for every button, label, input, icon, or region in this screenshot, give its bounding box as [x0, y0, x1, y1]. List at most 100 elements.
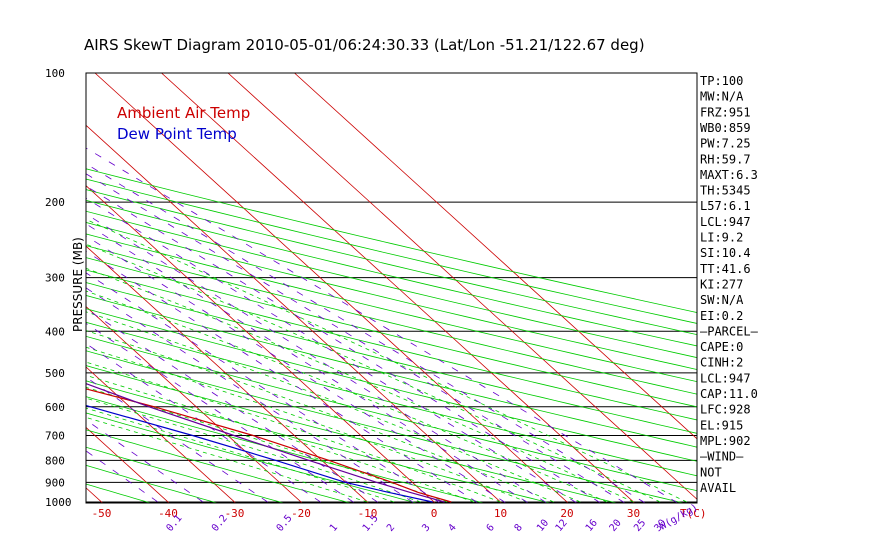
bottom-temp-tick-label: -10	[358, 507, 378, 520]
pressure-tick-label: 700	[45, 430, 65, 443]
moist-adiabat-line	[86, 290, 608, 503]
index-row: CAP:11.0	[700, 387, 758, 401]
mixing-ratio-tick-label: 6	[485, 522, 497, 534]
legend-entry: Ambient Air Temp	[117, 104, 250, 122]
mixing-ratio-tick-label: 25	[632, 518, 648, 534]
isotherm-line	[294, 73, 697, 440]
index-row: NOT	[700, 465, 722, 479]
mixing-ratio-tick-label: 12	[554, 518, 570, 534]
dry-adiabat-line	[86, 429, 353, 503]
pressure-tick-label: 100	[45, 67, 65, 80]
index-row: PW:7.25	[700, 137, 751, 151]
index-row: WB0:859	[700, 121, 751, 135]
moist-adiabat-line	[86, 361, 501, 503]
bottom-temp-tick-label: -50	[92, 507, 112, 520]
isotherm-line	[94, 73, 569, 503]
mixing-ratio-line	[86, 163, 647, 503]
mixing-ratio-line	[86, 322, 356, 503]
pressure-tick-label: 900	[45, 476, 65, 489]
legend-entry: Dew Point Temp	[117, 125, 237, 143]
index-row: MAXT:6.3	[700, 168, 758, 182]
dry-adiabat-line	[86, 222, 697, 370]
dry-adiabat-line	[86, 365, 619, 503]
dry-adiabat-line	[86, 464, 219, 503]
dry-adiabat-line	[86, 178, 697, 324]
mixing-ratio-line	[86, 185, 602, 503]
isotherm-line	[161, 73, 636, 503]
mixing-ratio-line	[86, 173, 626, 503]
moist-adiabat-line	[86, 397, 421, 503]
y-axis-title: PRESSURE (MB)	[71, 237, 85, 332]
pressure-tick-label: 400	[45, 325, 65, 338]
isotherm-line	[86, 366, 237, 503]
moist-adiabat-line	[86, 407, 395, 503]
index-row: —WIND—	[700, 450, 744, 464]
mixing-ratio-tick-label: 2	[385, 522, 397, 534]
dry-adiabat-line	[86, 257, 697, 408]
bottom-temp-tick-label: -20	[291, 507, 311, 520]
dry-adiabat-line	[86, 233, 697, 383]
dry-adiabat-line	[86, 295, 697, 448]
index-row: KI:277	[700, 277, 743, 291]
pressure-tick-label: 500	[45, 367, 65, 380]
isotherm-line	[0, 73, 45, 511]
index-row: CAPE:0	[700, 340, 743, 354]
dry-adiabat-line	[86, 350, 686, 503]
mixing-ratio-line	[86, 250, 479, 503]
mixing-ratio-tick-label: 3	[420, 522, 432, 534]
isotherm-line	[86, 245, 370, 503]
mixing-ratio-line	[86, 343, 323, 503]
series-line-parcel	[86, 382, 445, 503]
dry-adiabat-line	[86, 269, 697, 421]
isotherm-line	[86, 306, 303, 503]
moist-adiabat-line	[86, 346, 528, 503]
mixing-ratio-line	[86, 272, 441, 503]
mixing-ratio-tick-label: 1	[328, 522, 340, 534]
dry-adiabat-line	[86, 446, 286, 503]
dry-adiabat-line	[86, 380, 552, 503]
mixing-ratio-line	[86, 197, 578, 503]
dry-adiabat-line	[86, 168, 697, 313]
index-row: LCL:947	[700, 215, 751, 229]
temp-axis-unit-label: T(C)	[680, 507, 707, 520]
index-row: EL:915	[700, 418, 743, 432]
series-line-dew-point-temp	[86, 404, 433, 503]
mixing-ratio-tick-label: 10	[535, 518, 551, 534]
dry-adiabat-line	[86, 412, 419, 503]
mixing-ratio-tick-label: 8	[513, 522, 525, 534]
mixing-ratio-line	[86, 287, 415, 503]
series-line-ambient-air-temp	[86, 388, 452, 503]
mixing-ratio-tick-label: 4	[446, 522, 458, 534]
bottom-temp-tick-label: 30	[627, 507, 640, 520]
isotherm-line	[86, 426, 170, 503]
chart-title: AIRS SkewT Diagram 2010-05-01/06:24:30.3…	[84, 36, 645, 54]
index-row: TH:5345	[700, 184, 751, 198]
index-row: FRZ:951	[700, 105, 751, 119]
dry-adiabat-line	[86, 321, 697, 477]
mixing-ratio-tick-label: 16	[584, 518, 600, 534]
index-row: LCL:947	[700, 371, 751, 385]
isotherm-line	[86, 185, 436, 503]
bottom-temp-tick-label: -40	[158, 507, 178, 520]
dry-adiabat-line	[86, 282, 697, 434]
index-row: EI:0.2	[700, 309, 743, 323]
pressure-tick-label: 600	[45, 401, 65, 414]
dry-adiabat-line	[86, 396, 486, 503]
index-row: MW:N/A	[700, 90, 744, 104]
mixing-ratio-tick-label: 20	[608, 518, 624, 534]
index-row: LFC:928	[700, 403, 751, 417]
bottom-temp-tick-label: 0	[431, 507, 438, 520]
mixing-ratio-line	[86, 308, 380, 503]
pressure-tick-label: 1000	[45, 496, 72, 509]
bottom-temp-tick-label: 20	[560, 507, 573, 520]
isotherm-line	[86, 124, 503, 503]
moist-adiabat-line	[86, 386, 448, 503]
mixing-ratio-line	[86, 376, 270, 503]
moist-adiabat-line	[86, 311, 581, 503]
index-row: LI:9.2	[700, 231, 743, 245]
index-row: TT:41.6	[700, 262, 751, 276]
index-row: AVAIL	[700, 481, 736, 495]
isotherm-line	[86, 487, 104, 503]
pressure-tick-label: 800	[45, 454, 65, 467]
mixing-ratio-line	[86, 147, 679, 503]
